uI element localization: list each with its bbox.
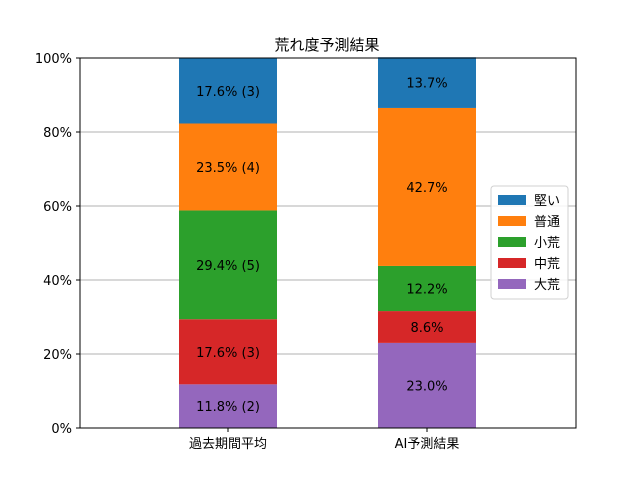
bars bbox=[179, 57, 476, 428]
legend-swatch bbox=[498, 279, 526, 289]
data-label: 8.6% bbox=[410, 321, 443, 336]
y-tick-label: 40% bbox=[43, 274, 72, 289]
data-label: 11.8% (2) bbox=[196, 400, 260, 415]
legend-label: 堅い bbox=[534, 194, 560, 209]
legend-swatch bbox=[498, 258, 526, 268]
data-label: 42.7% bbox=[406, 181, 447, 196]
legend-label: 小荒 bbox=[534, 236, 560, 251]
y-tick-label: 20% bbox=[43, 348, 72, 363]
legend-swatch bbox=[498, 216, 526, 226]
y-tick-label: 60% bbox=[43, 200, 72, 215]
legend-swatch bbox=[498, 195, 526, 205]
bar-segment bbox=[378, 311, 476, 343]
bar-segment bbox=[179, 58, 277, 124]
data-label: 17.6% (3) bbox=[196, 346, 260, 361]
legend-box bbox=[490, 185, 569, 300]
legend-swatch bbox=[498, 237, 526, 247]
data-label: 29.4% (5) bbox=[196, 259, 260, 274]
y-axis: 0% 20% 40% 60% 80% 100% bbox=[35, 52, 80, 437]
bar-segment bbox=[378, 57, 476, 108]
bar-segment bbox=[378, 107, 476, 266]
bar-segment bbox=[179, 384, 277, 428]
data-label: 17.6% (3) bbox=[196, 85, 260, 100]
y-tick-label: 80% bbox=[43, 126, 72, 141]
plot-frame bbox=[79, 57, 577, 429]
legend-label: 中荒 bbox=[534, 257, 560, 272]
data-label: 12.2% bbox=[406, 283, 447, 298]
legend-label: 普通 bbox=[534, 215, 560, 230]
y-tick-label: 100% bbox=[35, 52, 72, 67]
data-label: 13.7% bbox=[406, 77, 447, 92]
x-axis: 過去期間平均 AI予測結果 bbox=[189, 428, 459, 452]
x-tick-label: 過去期間平均 bbox=[189, 437, 267, 452]
bar-segment bbox=[179, 210, 277, 320]
bar-segment bbox=[179, 319, 277, 385]
bar-segment bbox=[378, 265, 476, 312]
data-label: 23.0% bbox=[406, 379, 447, 394]
data-labels: 11.8% (2) 17.6% (3) 29.4% (5) 23.5% (4) 17.6… bbox=[196, 77, 448, 416]
data-label: 23.5% (4) bbox=[196, 161, 260, 176]
bar-segment bbox=[378, 342, 476, 428]
legend-label: 大荒 bbox=[534, 278, 560, 293]
chart-title: 荒れ度予測結果 bbox=[274, 36, 379, 54]
bar-segment bbox=[179, 123, 277, 211]
x-tick-label: AI予測結果 bbox=[395, 437, 460, 452]
y-tick-label: 0% bbox=[51, 422, 72, 437]
